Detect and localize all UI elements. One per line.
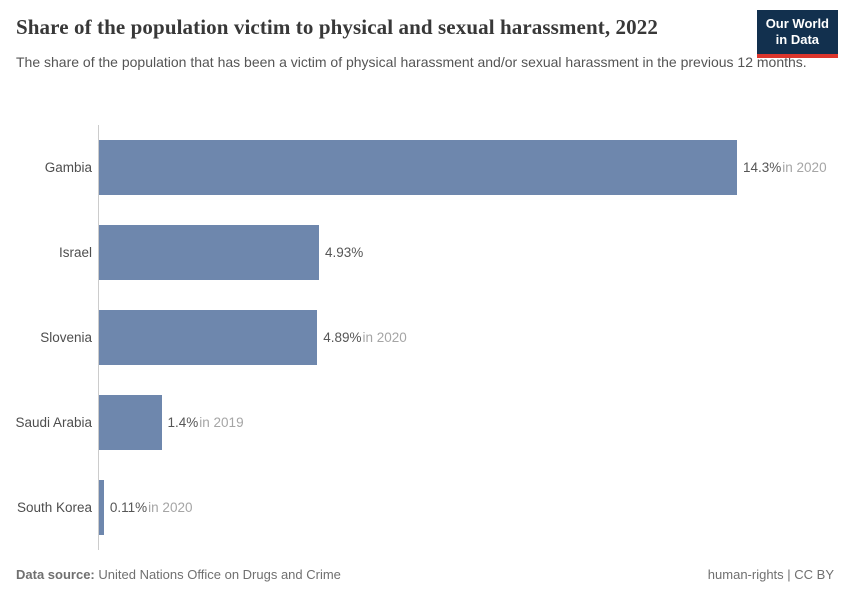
owid-logo[interactable]: Our World in Data bbox=[756, 10, 838, 58]
bar-track: 0.11%in 2020 bbox=[99, 480, 850, 535]
value-label: 14.3% bbox=[743, 160, 782, 175]
value-label-group: 4.93% bbox=[325, 245, 364, 260]
chart-footer: Data source: United Nations Office on Dr… bbox=[16, 567, 834, 582]
value-label: 4.93% bbox=[325, 245, 364, 260]
bar[interactable] bbox=[99, 395, 162, 450]
bar[interactable] bbox=[99, 480, 104, 535]
value-label: 4.89% bbox=[323, 330, 362, 345]
bar-chart: Gambia 14.3%in 2020 Israel 4.93% Sloveni… bbox=[0, 125, 850, 550]
value-label-group: 0.11%in 2020 bbox=[110, 500, 193, 515]
bar-track: 4.89%in 2020 bbox=[99, 310, 850, 365]
footer-links[interactable]: human-rights | CC BY bbox=[707, 567, 834, 582]
value-label-group: 1.4%in 2019 bbox=[168, 415, 244, 430]
owid-logo-line2: in Data bbox=[775, 32, 820, 48]
chart-row: Saudi Arabia 1.4%in 2019 bbox=[0, 380, 850, 465]
bar-track: 14.3%in 2020 bbox=[99, 140, 850, 195]
value-label-group: 4.89%in 2020 bbox=[323, 330, 407, 345]
y-axis-line bbox=[98, 125, 99, 550]
bar[interactable] bbox=[99, 225, 319, 280]
value-label-group: 14.3%in 2020 bbox=[743, 160, 827, 175]
chart-row: Gambia 14.3%in 2020 bbox=[0, 125, 850, 210]
bar[interactable] bbox=[99, 310, 318, 365]
country-label: South Korea bbox=[16, 500, 92, 515]
bar-track: 1.4%in 2019 bbox=[99, 395, 850, 450]
owid-logo-line1: Our World bbox=[765, 16, 829, 31]
data-source-text: United Nations Office on Drugs and Crime bbox=[98, 567, 341, 582]
chart-header: Share of the population victim to physic… bbox=[0, 0, 850, 73]
chart-subtitle: The share of the population that has bee… bbox=[16, 53, 807, 70]
chart-title: Share of the population victim to physic… bbox=[16, 15, 658, 39]
chart-row: South Korea 0.11%in 2020 bbox=[0, 465, 850, 550]
value-label: 0.11% bbox=[109, 500, 148, 515]
value-year-suffix: in 2020 bbox=[362, 330, 407, 345]
chart-rows: Gambia 14.3%in 2020 Israel 4.93% Sloveni… bbox=[0, 125, 850, 550]
bar-track: 4.93% bbox=[99, 225, 850, 280]
value-year-suffix: in 2020 bbox=[148, 500, 193, 515]
bar[interactable] bbox=[99, 140, 737, 195]
value-label: 1.4% bbox=[167, 415, 199, 430]
country-label: Slovenia bbox=[40, 330, 92, 345]
data-source-label: Data source: bbox=[16, 567, 95, 582]
value-year-suffix: in 2019 bbox=[199, 415, 244, 430]
data-source: Data source: United Nations Office on Dr… bbox=[16, 567, 341, 582]
country-label: Israel bbox=[58, 245, 92, 260]
chart-row: Slovenia 4.89%in 2020 bbox=[0, 295, 850, 380]
country-label: Gambia bbox=[44, 160, 92, 175]
chart-row: Israel 4.93% bbox=[0, 210, 850, 295]
country-label: Saudi Arabia bbox=[15, 415, 92, 430]
value-year-suffix: in 2020 bbox=[782, 160, 827, 175]
